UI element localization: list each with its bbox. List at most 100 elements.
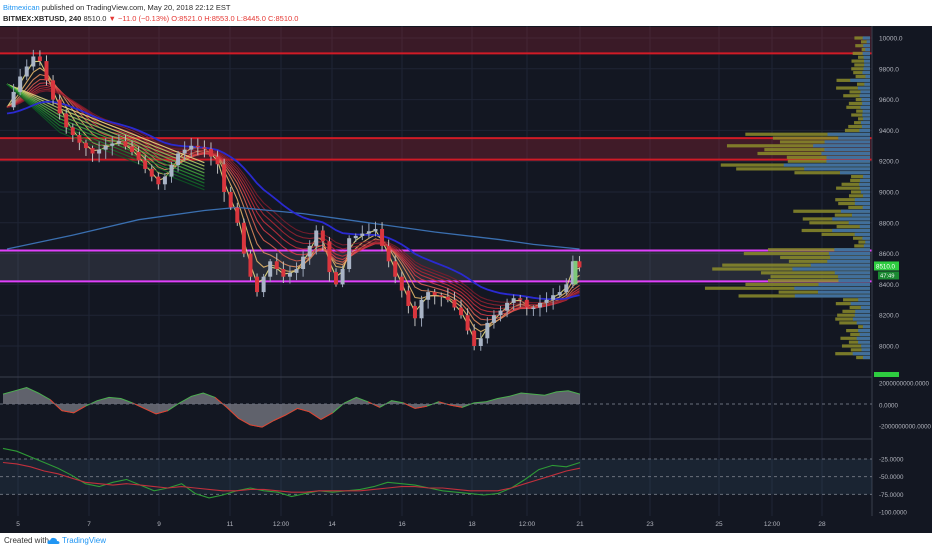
candle-body [570,261,575,285]
y-tick-label: 9600.0 [879,97,899,104]
volume-profile-bar-buy [828,252,870,256]
volume-profile-bar [767,248,870,252]
osc1-neg-segment [320,412,333,420]
candle-body [537,302,542,308]
osc1-neg-segment [61,410,74,414]
candle-body [386,245,391,262]
candle-body [524,299,529,308]
ma-ribbon-line [6,78,580,321]
volume-profile-bar [848,101,870,106]
volume-profile-bar-buy [861,348,870,352]
volume-profile-bar [846,105,870,109]
candle-body [551,295,556,300]
volume-profile-bar-buy [858,298,870,302]
x-axis-bg [0,516,932,533]
volume-profile-bar [839,321,870,325]
volume-profile-bar-buy [838,275,870,279]
author-link[interactable]: Bitmexican [3,3,40,12]
candle-body [327,241,332,273]
osc1-tick-label: 0.0000 [879,403,898,410]
candle-body [189,145,194,150]
volume-profile-bar-buy [840,209,870,213]
candle-body [90,148,95,154]
volume-profile-bar-buy [794,294,870,298]
volume-profile-bar-buy [856,336,870,340]
volume-profile-bar [809,221,870,225]
volume-profile-bar-buy [848,221,870,225]
volume-profile-bar-buy [858,340,870,344]
volume-profile-bar-buy [859,178,870,183]
candle-body [511,298,516,303]
price-chart[interactable]: 10000.0 9800.0 9600.0 9400.0 9200.0 9000.0 880… [0,26,932,533]
candle-body [18,76,23,92]
osc2-tick-label: -75.0000 [879,492,904,499]
volume-profile-bar-buy [850,78,870,82]
volume-profile-bar [780,255,870,260]
ma-ribbon-up-line [6,83,205,164]
volume-profile-bar-buy [854,198,870,202]
candle-body [44,61,49,81]
volume-profile-bar-buy [838,136,870,140]
osc2-tick-label: -50.0000 [879,474,904,481]
volume-profile-bar [836,225,870,229]
volume-profile-bar-buy [859,128,870,132]
ema-blue-line [6,100,580,301]
osc1-neg-segment [73,405,86,414]
tradingview-brand-link[interactable]: TradingView [62,536,107,545]
volume-profile-bar-buy [863,175,870,179]
volume-profile-bar-buy [839,171,870,175]
volume-profile-bar-buy [860,105,870,109]
osc1-neg-segment [250,424,263,428]
volume-profile-bar [851,113,870,117]
ma-ribbon [6,60,580,340]
candle-body [380,228,385,246]
volume-profile-bar-buy [865,47,870,52]
volume-profile-bar-buy [834,271,870,275]
volume-profile-bar-buy [813,144,870,148]
volume-profile-bar [848,194,870,198]
volume-profile-bar [793,209,870,213]
volume-profile-bar-buy [852,317,870,321]
volume-profile-bar-buy [863,194,870,198]
volume-profile-bar [843,94,870,98]
volume-profile-bar-buy [827,259,870,263]
candle-body [97,149,102,154]
candle-body [294,269,299,273]
candle-body [334,272,338,285]
volume-profile-bar-buy [818,282,870,286]
candle-body [518,298,523,300]
last-price: 8510.0 [83,14,107,23]
x-tick-label: 9 [157,521,161,528]
candle-body [83,142,88,149]
volume-profile-bar-buy [862,36,870,40]
candle-body [301,256,306,269]
volume-profile-bar-buy [826,155,870,159]
volume-profile-bar [840,336,870,340]
volume-profile-bar [854,63,870,67]
last-price-tag-label: 8510.0 [876,263,895,270]
candle-body [281,269,286,277]
symbol-label[interactable]: BITMEX:XBTUSD, 240 [3,14,82,23]
candle-body [248,253,253,277]
candle-body [373,228,378,232]
volume-profile-bar [836,86,870,90]
x-tick-label: 16 [398,521,406,528]
footer: Created with TradingView [0,533,932,550]
volume-profile-bar-buy [852,352,870,356]
volume-profile-bar-buy [792,267,870,271]
candle-body [445,296,450,300]
volume-profile-bar-buy [863,244,870,248]
candle-body [255,276,260,293]
candle-body [51,80,56,100]
volume-profile-bar-buy [854,313,870,317]
osc2-tick-label: -25.0000 [879,457,904,464]
x-tick-label: 21 [576,521,584,528]
volume-profile-bar [843,298,870,302]
candle-body [176,153,181,166]
candle-body [31,56,36,67]
volume-profile-bar [794,171,870,175]
volume-profile-bar-buy [859,94,870,98]
volume-profile-bar-buy [855,309,870,313]
candle-body [70,127,75,136]
x-axis: 5 7 9 11 12:00 14 16 18 12:00 21 23 25 12:00 28 [0,516,932,533]
